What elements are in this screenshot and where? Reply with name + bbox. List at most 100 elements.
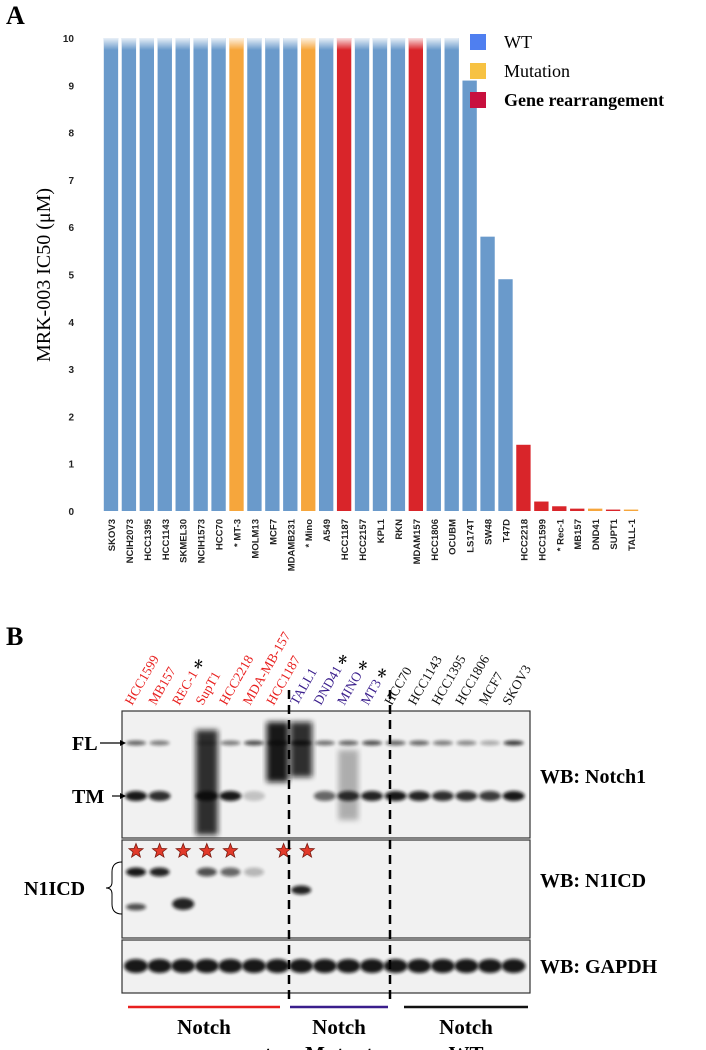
y-tick-label: 1 bbox=[68, 460, 74, 471]
blot-band bbox=[479, 791, 501, 801]
x-tick-label: KPL1 bbox=[376, 518, 387, 543]
star-icon bbox=[198, 842, 215, 859]
group-label: WT bbox=[448, 1042, 483, 1050]
bar bbox=[211, 38, 226, 511]
bar-fade bbox=[157, 38, 172, 50]
x-tick-label: SW48 bbox=[484, 519, 495, 545]
blot-band bbox=[242, 959, 266, 973]
blot-band bbox=[149, 867, 170, 877]
x-tick-label: SUPT1 bbox=[609, 518, 620, 549]
blot-band bbox=[244, 867, 264, 877]
x-tick-label: LS174T bbox=[466, 519, 477, 553]
bar bbox=[301, 38, 316, 511]
blot-band bbox=[243, 791, 265, 801]
band-label: FL bbox=[72, 733, 98, 755]
blot-band bbox=[478, 959, 502, 973]
x-tick-label: HCC70 bbox=[215, 519, 226, 550]
bar-fade bbox=[354, 38, 370, 50]
panel-label: B bbox=[6, 622, 23, 651]
y-axis-label: MRK-003 IC50 (μM) bbox=[33, 188, 55, 362]
x-tick-label: NCIH2073 bbox=[125, 519, 136, 563]
bar-fade bbox=[426, 38, 441, 50]
blot-band bbox=[431, 791, 454, 801]
y-tick-label: 8 bbox=[68, 129, 74, 140]
bar bbox=[605, 509, 621, 511]
blot-band bbox=[312, 959, 337, 973]
blot-band bbox=[289, 959, 314, 973]
star-icon bbox=[127, 842, 145, 859]
bar-fade bbox=[408, 38, 424, 50]
bar-fade bbox=[336, 38, 352, 50]
x-tick-label: RKN bbox=[394, 519, 405, 540]
bar bbox=[408, 38, 424, 511]
bar-fade bbox=[265, 38, 280, 50]
lane-label: SKOV3 bbox=[499, 662, 534, 707]
blot-band bbox=[196, 867, 217, 877]
blot-band bbox=[407, 959, 432, 973]
y-tick-label: 7 bbox=[68, 176, 74, 187]
bar-fade bbox=[139, 38, 155, 50]
y-tick-label: 4 bbox=[68, 318, 74, 329]
bar bbox=[372, 38, 388, 511]
blot-band bbox=[338, 740, 359, 746]
bar bbox=[283, 38, 298, 511]
x-tick-label: T47D bbox=[502, 519, 513, 542]
blot-band bbox=[455, 791, 478, 801]
blot-band bbox=[501, 959, 526, 973]
blot-band bbox=[265, 959, 290, 973]
bar bbox=[552, 506, 567, 511]
bar bbox=[570, 508, 585, 511]
bar-fade bbox=[211, 38, 226, 50]
blot-band bbox=[362, 740, 382, 746]
x-tick-label: MCF7 bbox=[268, 519, 279, 545]
bar bbox=[247, 38, 262, 511]
bar-fade bbox=[247, 38, 262, 50]
x-tick-label: HCC1395 bbox=[143, 518, 154, 560]
y-tick-label: 3 bbox=[68, 365, 74, 376]
blot-label: WB: GAPDH bbox=[540, 956, 658, 978]
blot-label: WB: Notch1 bbox=[540, 766, 646, 788]
blot-band bbox=[126, 740, 146, 746]
bar bbox=[265, 38, 280, 511]
bar bbox=[444, 38, 459, 511]
blot-band bbox=[218, 959, 243, 973]
x-tick-label: MB157 bbox=[573, 519, 584, 550]
blot-band bbox=[194, 959, 219, 973]
x-tick-label: MDAM157 bbox=[412, 519, 423, 564]
bar bbox=[498, 279, 513, 511]
blot-band bbox=[408, 791, 431, 801]
bar bbox=[175, 38, 190, 511]
x-tick-label: OCUBM bbox=[448, 519, 459, 555]
bracket bbox=[105, 861, 123, 915]
star-icon bbox=[151, 842, 168, 859]
group-label: rearrangement bbox=[137, 1042, 272, 1050]
star-icon bbox=[299, 842, 316, 859]
blot-band bbox=[313, 791, 336, 801]
blot-band bbox=[383, 959, 408, 973]
blot-band bbox=[126, 867, 146, 877]
group-label: Notch bbox=[312, 1015, 366, 1039]
bar bbox=[193, 38, 208, 511]
panel-label: A bbox=[6, 1, 25, 30]
blot-band bbox=[124, 959, 148, 973]
blot-band bbox=[336, 959, 361, 973]
blot-band bbox=[432, 740, 453, 746]
bar bbox=[157, 38, 172, 511]
blot-band bbox=[219, 791, 242, 801]
x-tick-label: HCC2157 bbox=[358, 519, 369, 561]
legend-label: Mutation bbox=[504, 61, 570, 81]
y-tick-label: 2 bbox=[68, 412, 74, 423]
band-label: N1ICD bbox=[24, 878, 85, 900]
blot-band bbox=[502, 791, 525, 801]
bar bbox=[623, 509, 639, 511]
x-tick-label: SKMEL30 bbox=[179, 519, 190, 563]
bar bbox=[426, 38, 441, 511]
bar-fade bbox=[301, 38, 316, 50]
x-tick-label: * Mino bbox=[304, 519, 315, 548]
bar bbox=[534, 501, 549, 511]
y-tick-label: 6 bbox=[68, 223, 74, 234]
blot-smear bbox=[290, 722, 313, 777]
legend-label: WT bbox=[504, 32, 532, 52]
y-tick-label: 5 bbox=[68, 271, 74, 282]
bar-fade bbox=[283, 38, 298, 50]
